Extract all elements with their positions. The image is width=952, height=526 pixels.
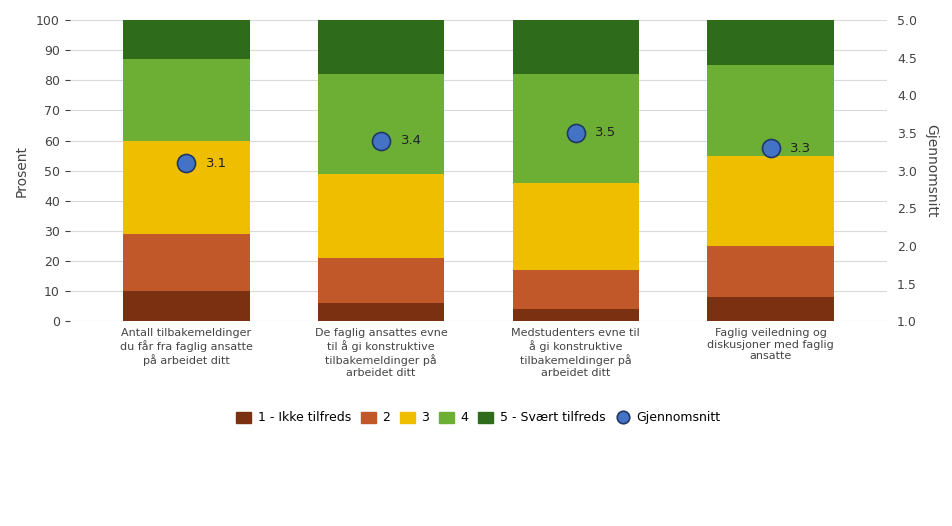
Bar — [706, 156, 833, 246]
Legend: 1 - Ikke tilfreds, 2, 3, 4, 5 - Svært tilfreds, Gjennomsnitt: 1 - Ikke tilfreds, 2, 3, 4, 5 - Svært ti… — [231, 407, 724, 430]
Bar — [318, 74, 444, 174]
Y-axis label: Gjennomsnitt: Gjennomsnitt — [923, 124, 937, 217]
Bar — [318, 174, 444, 258]
Bar — [318, 20, 444, 74]
Bar — [512, 20, 639, 74]
Bar — [706, 297, 833, 321]
Bar — [123, 20, 249, 59]
Y-axis label: Prosent: Prosent — [15, 145, 29, 197]
Bar — [706, 246, 833, 297]
Bar — [123, 140, 249, 234]
Bar — [706, 20, 833, 65]
Bar — [706, 65, 833, 156]
Text: 3.3: 3.3 — [789, 141, 810, 155]
Bar — [512, 183, 639, 270]
Bar — [512, 270, 639, 309]
Bar — [512, 74, 639, 183]
Bar — [123, 234, 249, 291]
Text: 3.5: 3.5 — [595, 126, 616, 139]
Bar — [123, 59, 249, 140]
Text: 3.1: 3.1 — [206, 157, 227, 169]
Bar — [512, 309, 639, 321]
Bar — [123, 291, 249, 321]
Bar — [318, 303, 444, 321]
Bar — [318, 258, 444, 303]
Text: 3.4: 3.4 — [400, 134, 421, 147]
